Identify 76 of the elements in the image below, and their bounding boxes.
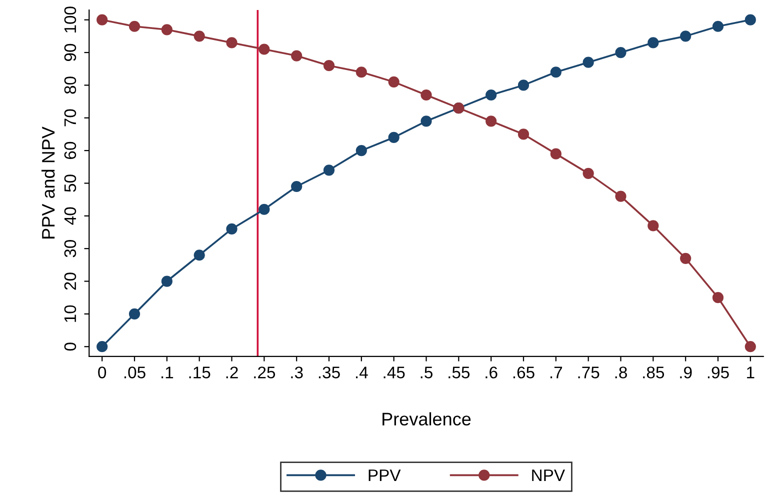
y-tick-label: 50 <box>64 174 76 192</box>
point <box>194 250 205 261</box>
point <box>582 168 594 179</box>
x-tick-label: 0 <box>98 366 106 378</box>
legend-label: PPV <box>368 470 401 482</box>
point <box>420 89 432 101</box>
y-tick-label: 90 <box>64 44 76 62</box>
point <box>323 60 335 72</box>
legend-label: NPV <box>532 470 565 482</box>
point <box>712 292 724 304</box>
point <box>323 164 335 176</box>
point <box>680 252 692 264</box>
point <box>258 44 270 55</box>
point <box>226 37 238 48</box>
point <box>648 220 659 232</box>
point <box>518 128 530 140</box>
point <box>96 14 108 26</box>
x-tick-label: .3 <box>291 366 303 378</box>
point <box>615 46 626 58</box>
point <box>356 144 367 156</box>
point <box>356 66 367 78</box>
point <box>226 223 238 235</box>
x-tick-label: .8 <box>615 366 627 378</box>
point <box>680 30 692 42</box>
x-tick-label: .95 <box>708 366 729 378</box>
point <box>128 20 140 32</box>
point <box>194 30 205 42</box>
point <box>161 24 172 36</box>
point <box>615 190 626 202</box>
point <box>161 276 172 287</box>
point <box>550 148 562 160</box>
point <box>744 341 756 352</box>
y-tick-label: 20 <box>64 272 76 290</box>
point <box>744 14 756 26</box>
x-tick-label: 1 <box>747 366 754 378</box>
x-tick-label: .85 <box>643 366 664 378</box>
point <box>258 204 270 215</box>
x-tick-label: .35 <box>318 366 340 378</box>
x-tick-label: .65 <box>513 366 534 378</box>
y-tick-label: 30 <box>64 240 76 258</box>
x-axis-title: Prevalence <box>382 412 471 426</box>
point <box>388 76 400 88</box>
y-axis-title: PPV and NPV <box>41 126 55 238</box>
point <box>96 341 108 352</box>
x-tick-label: .15 <box>189 366 210 378</box>
x-tick-label: .7 <box>550 366 562 378</box>
y-tick-label: 0 <box>64 342 76 351</box>
x-tick-label: .45 <box>384 366 405 378</box>
x-tick-label: .2 <box>226 366 238 378</box>
point <box>291 50 302 62</box>
point <box>420 116 432 127</box>
y-tick-label: 80 <box>64 76 76 94</box>
y-tick-label: 70 <box>64 109 76 126</box>
point <box>550 66 562 78</box>
point <box>388 132 400 144</box>
point <box>486 116 497 127</box>
x-tick-label: .05 <box>124 366 146 378</box>
y-tick-label: 40 <box>64 207 76 225</box>
y-tick-label: 100 <box>64 6 76 32</box>
x-tick-label: .5 <box>420 366 432 378</box>
point <box>486 89 497 101</box>
x-tick-label: .4 <box>356 366 368 378</box>
x-tick-label: .1 <box>161 366 174 378</box>
point <box>518 80 530 91</box>
y-tick-label: 60 <box>64 142 76 159</box>
x-tick-label: .25 <box>254 366 276 378</box>
point <box>582 56 594 68</box>
x-tick-label: .6 <box>486 366 498 378</box>
point <box>291 180 302 192</box>
y-tick-label: 10 <box>64 305 76 322</box>
point <box>128 308 140 320</box>
point <box>712 20 724 32</box>
x-tick-label: .75 <box>578 366 600 378</box>
x-tick-label: .55 <box>448 366 470 378</box>
x-tick-label: .9 <box>680 366 692 378</box>
point <box>648 37 659 48</box>
